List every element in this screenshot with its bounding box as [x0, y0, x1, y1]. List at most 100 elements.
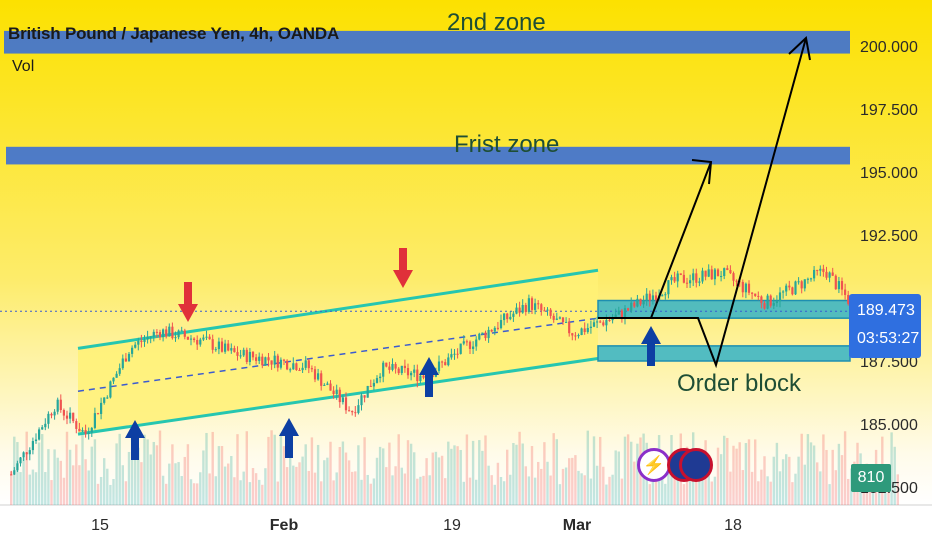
volume-bar: [713, 476, 717, 505]
volume-bar: [475, 479, 478, 505]
candle-body: [34, 439, 38, 442]
candle-body: [747, 283, 751, 293]
candle-body: [437, 361, 441, 371]
candle-body: [310, 368, 313, 370]
volume-bar: [785, 454, 788, 505]
volume-bar: [106, 468, 109, 505]
volume-bar: [447, 441, 450, 505]
candle-body: [354, 412, 357, 414]
candle-body: [503, 313, 506, 321]
candle-body: [822, 268, 825, 272]
candle-body: [769, 295, 772, 306]
volume-bar: [90, 446, 93, 505]
price-tick-label: 195.000: [860, 165, 918, 182]
volume-bar: [574, 455, 577, 505]
volume-bar: [400, 467, 403, 505]
up-arrow: [279, 418, 299, 458]
volume-bar: [152, 441, 155, 505]
candle-body: [444, 362, 447, 366]
volume-bar: [766, 476, 769, 505]
volume-bar: [47, 449, 50, 505]
price-tick-label: 187.500: [860, 354, 918, 371]
time-axis: 15 Feb 19 Mar 18: [91, 517, 742, 534]
volume-bar: [732, 445, 735, 505]
volume-bar: [75, 444, 78, 505]
volume-bar: [369, 483, 372, 505]
volume-bar: [490, 475, 493, 505]
candle-body: [307, 360, 310, 369]
candle-body: [369, 385, 372, 387]
volume-bar: [422, 475, 425, 505]
volume-bar: [298, 462, 301, 505]
candle-body: [586, 327, 589, 333]
volume-label: Vol: [12, 58, 35, 75]
volume-bar: [118, 433, 121, 505]
candle-body: [255, 357, 258, 361]
candle-body: [782, 291, 785, 293]
candle-body: [509, 316, 512, 320]
candle-body: [524, 305, 527, 312]
uk-flag-icon[interactable]: [679, 448, 713, 482]
candle-body: [837, 281, 840, 290]
candle-body: [394, 363, 397, 369]
candle-body: [512, 313, 515, 317]
candle-body: [41, 427, 44, 430]
volume-bar: [236, 434, 239, 505]
candle-body: [313, 369, 317, 380]
candle-body: [472, 346, 475, 349]
candle-body: [292, 363, 295, 370]
candle-body: [692, 273, 695, 281]
candle-body: [670, 277, 673, 281]
candle-body: [406, 368, 410, 376]
volume-bar: [754, 439, 757, 505]
candle-body: [236, 352, 239, 356]
volume-bar: [313, 472, 317, 505]
candle-body: [131, 347, 134, 354]
candle-body: [351, 410, 354, 413]
candle-body: [282, 359, 286, 361]
volume-bar: [109, 484, 112, 505]
lightning-icon[interactable]: ⚡: [637, 448, 671, 482]
volume-bar: [809, 442, 813, 505]
candle-body: [475, 339, 478, 347]
candle-body: [375, 378, 379, 383]
volume-bar: [161, 475, 165, 505]
candle-body: [627, 308, 630, 311]
volume-bar: [292, 465, 295, 505]
candle-body: [527, 298, 530, 312]
volume-bar: [558, 484, 562, 505]
volume-bar: [347, 460, 351, 505]
volume-bar: [230, 456, 233, 505]
candle-body: [276, 355, 279, 368]
candle-body: [695, 273, 698, 283]
projection-arrowhead-1: [691, 159, 713, 185]
volume-bar: [549, 475, 552, 505]
candle-body: [422, 375, 425, 378]
current-price: 189.473: [857, 302, 915, 319]
volume-bar: [285, 467, 289, 505]
candle-body: [596, 321, 599, 323]
candle-body: [620, 310, 623, 319]
event-icons[interactable]: ⚡: [637, 448, 713, 492]
volume-bar: [599, 436, 602, 505]
candle-body: [317, 373, 320, 380]
volume-bar: [56, 457, 59, 505]
candle-body: [109, 381, 112, 398]
candle-body: [174, 337, 177, 339]
candle-body: [605, 320, 608, 326]
volume-bar: [788, 456, 791, 505]
candle-body: [664, 294, 667, 296]
candle-body: [171, 326, 174, 339]
candle-body: [490, 329, 493, 332]
volume-bar: [825, 449, 828, 505]
volume-bar: [496, 462, 500, 505]
volume-bar: [744, 443, 748, 505]
volume-bar: [270, 430, 273, 505]
volume-bar: [794, 473, 797, 505]
time-axis-background: [0, 505, 932, 550]
candle-body: [100, 402, 103, 414]
volume-bar: [648, 484, 651, 505]
candle-body: [124, 358, 127, 362]
candle-body: [69, 412, 72, 419]
